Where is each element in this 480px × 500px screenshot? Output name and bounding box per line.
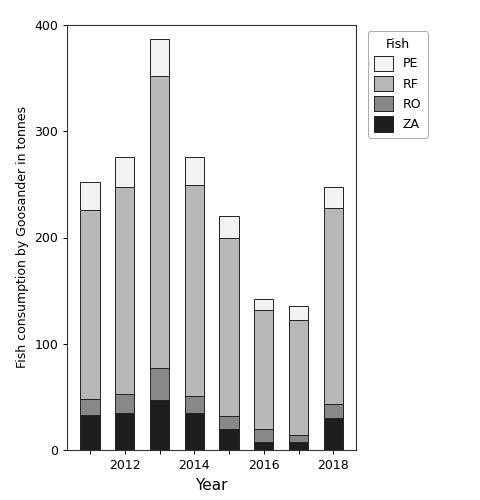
Bar <box>254 428 273 442</box>
Bar <box>115 186 134 394</box>
Bar <box>323 208 342 404</box>
Bar <box>254 299 273 310</box>
Bar <box>219 416 238 428</box>
Bar <box>288 306 307 320</box>
Bar <box>254 310 273 428</box>
Bar <box>288 320 307 435</box>
Legend: PE, RF, RO, ZA: PE, RF, RO, ZA <box>367 31 427 138</box>
Bar <box>219 238 238 416</box>
Bar <box>323 418 342 450</box>
Bar <box>115 413 134 450</box>
Bar <box>184 157 204 186</box>
Bar <box>288 435 307 442</box>
Bar <box>184 396 204 413</box>
Bar <box>184 413 204 450</box>
Bar <box>150 368 168 400</box>
Bar <box>150 400 168 450</box>
Bar <box>115 394 134 413</box>
Bar <box>219 428 238 450</box>
Bar <box>288 442 307 450</box>
Bar <box>150 39 168 76</box>
Bar <box>80 415 99 450</box>
Y-axis label: Fish consumption by Goosander in tonnes: Fish consumption by Goosander in tonnes <box>16 106 29 368</box>
Bar <box>323 404 342 418</box>
X-axis label: Year: Year <box>195 478 228 492</box>
Bar <box>150 76 168 368</box>
Bar <box>80 399 99 415</box>
Bar <box>219 216 238 238</box>
Bar <box>80 210 99 399</box>
Bar <box>323 186 342 208</box>
Bar <box>115 157 134 186</box>
Bar <box>254 442 273 450</box>
Bar <box>184 186 204 396</box>
Bar <box>80 182 99 210</box>
